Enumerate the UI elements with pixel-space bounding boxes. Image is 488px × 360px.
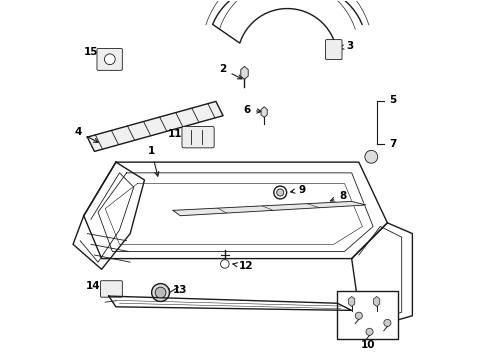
Polygon shape: [240, 66, 248, 79]
Circle shape: [383, 319, 390, 327]
Polygon shape: [83, 162, 386, 258]
Circle shape: [365, 328, 372, 336]
FancyBboxPatch shape: [97, 49, 122, 70]
FancyBboxPatch shape: [101, 281, 122, 297]
Text: 1: 1: [148, 147, 159, 176]
Circle shape: [155, 287, 165, 298]
Text: 2: 2: [219, 64, 242, 79]
Polygon shape: [108, 296, 351, 310]
Circle shape: [364, 150, 377, 163]
Text: 3: 3: [339, 41, 353, 51]
Text: 15: 15: [83, 48, 106, 58]
Circle shape: [354, 312, 362, 319]
Circle shape: [276, 189, 283, 196]
Text: 9: 9: [290, 185, 305, 195]
Text: 4: 4: [75, 127, 98, 142]
Polygon shape: [87, 102, 223, 152]
Circle shape: [104, 54, 115, 64]
Polygon shape: [73, 162, 144, 269]
FancyBboxPatch shape: [325, 40, 341, 60]
Text: 10: 10: [360, 340, 374, 350]
FancyBboxPatch shape: [337, 291, 397, 339]
FancyBboxPatch shape: [182, 126, 214, 148]
Polygon shape: [351, 223, 411, 323]
Polygon shape: [212, 0, 362, 43]
Text: 6: 6: [243, 105, 261, 114]
Text: 11: 11: [167, 129, 194, 139]
Text: 14: 14: [85, 281, 107, 291]
Polygon shape: [173, 202, 365, 216]
Text: 12: 12: [232, 261, 253, 271]
Circle shape: [220, 260, 229, 268]
Polygon shape: [348, 296, 354, 306]
Circle shape: [273, 186, 286, 199]
Text: 8: 8: [330, 191, 346, 201]
Circle shape: [151, 284, 169, 301]
Text: 5: 5: [388, 95, 396, 105]
Polygon shape: [373, 296, 379, 306]
Text: 13: 13: [165, 285, 187, 295]
Text: 7: 7: [388, 139, 396, 149]
Polygon shape: [261, 107, 267, 117]
